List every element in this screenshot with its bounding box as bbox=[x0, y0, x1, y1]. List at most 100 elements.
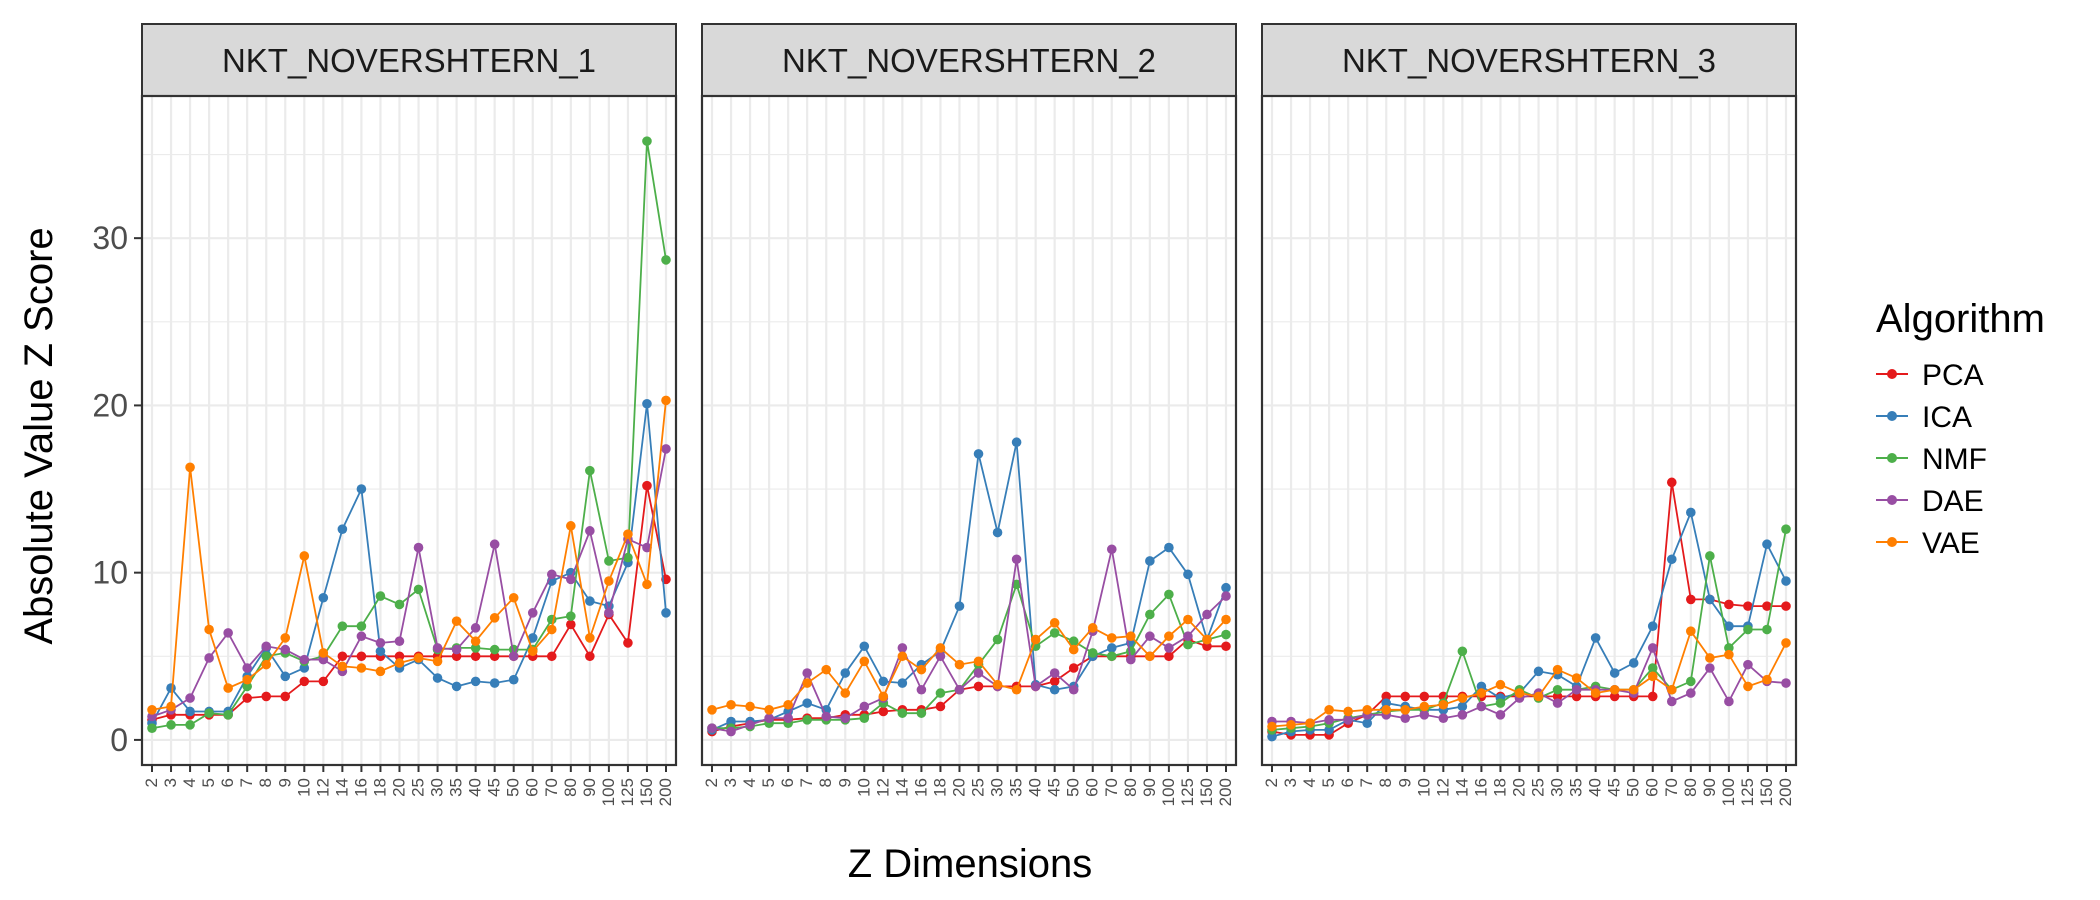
data-point bbox=[1781, 638, 1791, 648]
data-point bbox=[1106, 643, 1117, 653]
data-point bbox=[242, 663, 252, 673]
data-point bbox=[413, 542, 424, 553]
data-point bbox=[508, 674, 519, 685]
data-point bbox=[802, 715, 812, 725]
x-tick-label: 90 bbox=[580, 778, 599, 797]
data-point bbox=[1724, 696, 1734, 707]
data-point bbox=[1087, 623, 1098, 633]
data-point bbox=[1286, 720, 1296, 730]
data-point bbox=[973, 449, 984, 459]
data-point bbox=[527, 646, 538, 657]
data-point bbox=[508, 592, 519, 603]
data-point bbox=[623, 638, 633, 648]
data-point bbox=[1495, 710, 1506, 720]
data-point bbox=[1030, 634, 1041, 645]
x-tick-label: 70 bbox=[1102, 778, 1121, 797]
data-point bbox=[916, 664, 927, 675]
data-point bbox=[1145, 609, 1155, 620]
data-point bbox=[1457, 693, 1468, 703]
data-point bbox=[642, 542, 652, 553]
x-tick-label: 200 bbox=[1216, 778, 1235, 806]
data-point bbox=[1533, 666, 1544, 677]
x-tick-label: 2 bbox=[702, 778, 721, 787]
data-point bbox=[1724, 643, 1734, 653]
data-point bbox=[1049, 684, 1060, 695]
data-point bbox=[585, 526, 595, 536]
data-point bbox=[585, 465, 595, 476]
x-tick-label: 6 bbox=[1338, 778, 1357, 787]
data-point bbox=[585, 633, 595, 643]
legend-item-ica: ICA bbox=[1876, 401, 1972, 434]
data-point bbox=[261, 651, 272, 662]
x-tick-label: 20 bbox=[949, 778, 968, 797]
data-point bbox=[432, 673, 443, 683]
data-point bbox=[451, 651, 462, 662]
data-point bbox=[356, 651, 367, 662]
data-point bbox=[1686, 676, 1696, 687]
facet-strip bbox=[141, 23, 677, 97]
x-tick-label: 16 bbox=[1471, 778, 1490, 797]
data-point bbox=[604, 576, 614, 586]
data-point bbox=[546, 651, 557, 662]
data-point bbox=[1552, 684, 1563, 695]
data-point bbox=[897, 643, 908, 653]
x-tick-label: 50 bbox=[504, 778, 523, 797]
data-point bbox=[375, 666, 386, 677]
x-tick-label: 4 bbox=[740, 778, 759, 787]
data-point bbox=[1221, 629, 1231, 640]
data-point bbox=[1781, 576, 1791, 586]
data-point bbox=[261, 659, 272, 670]
data-point bbox=[1686, 507, 1696, 518]
data-point bbox=[992, 527, 1003, 538]
data-point bbox=[1476, 688, 1487, 698]
data-point bbox=[726, 726, 736, 737]
data-point bbox=[1362, 705, 1372, 715]
data-point bbox=[585, 596, 595, 606]
x-tick-label: 14 bbox=[1452, 778, 1471, 797]
data-point bbox=[783, 713, 793, 723]
x-tick-label: 35 bbox=[1567, 778, 1586, 797]
x-tick-label: 80 bbox=[1121, 778, 1140, 797]
panel-border bbox=[700, 94, 1238, 767]
data-point bbox=[1743, 624, 1753, 635]
data-point bbox=[432, 656, 443, 667]
data-point bbox=[223, 710, 233, 720]
legend-key-point bbox=[1887, 495, 1897, 505]
y-tick-label: 0 bbox=[110, 722, 128, 758]
x-tick-label: 6 bbox=[218, 778, 237, 787]
x-tick-label: 90 bbox=[1700, 778, 1719, 797]
data-point bbox=[204, 653, 214, 663]
data-point bbox=[859, 701, 870, 712]
data-point bbox=[1609, 668, 1620, 678]
data-point bbox=[623, 552, 633, 563]
data-point bbox=[897, 708, 908, 718]
x-tick-label: 14 bbox=[332, 778, 351, 797]
data-point bbox=[185, 720, 195, 730]
panel-2: NKT_NOVERSHTERN_22 3 4 5 6 7 8 9 10 12 14 16 18 20 25 3… bbox=[700, 23, 1238, 806]
data-point bbox=[489, 678, 500, 688]
x-tick-label: 10 bbox=[1414, 778, 1433, 797]
data-point bbox=[147, 723, 157, 734]
x-tick-label: 50 bbox=[1064, 778, 1083, 797]
data-point bbox=[1724, 649, 1734, 660]
data-point bbox=[973, 681, 984, 692]
data-point bbox=[318, 648, 329, 658]
data-point bbox=[413, 584, 424, 595]
data-point bbox=[1324, 705, 1334, 715]
x-tick-label: 35 bbox=[1007, 778, 1026, 797]
x-tick-label: 12 bbox=[873, 778, 892, 797]
data-point bbox=[470, 676, 481, 687]
x-tick-label: 45 bbox=[1605, 778, 1624, 797]
data-point bbox=[375, 591, 386, 601]
series-line-vae bbox=[711, 618, 1227, 711]
data-point bbox=[1183, 631, 1193, 642]
data-point bbox=[546, 569, 557, 580]
data-point bbox=[470, 643, 481, 653]
data-point bbox=[1628, 658, 1639, 668]
data-point bbox=[1164, 651, 1174, 662]
x-tick-label: 3 bbox=[1281, 778, 1300, 787]
x-tick-label: 80 bbox=[1681, 778, 1700, 797]
x-tick-label: 5 bbox=[1319, 778, 1338, 787]
panel-1: NKT_NOVERSHTERN_12 3 4 5 6 7 8 9 10 12 14 16 18 20 25 3… bbox=[140, 23, 678, 806]
